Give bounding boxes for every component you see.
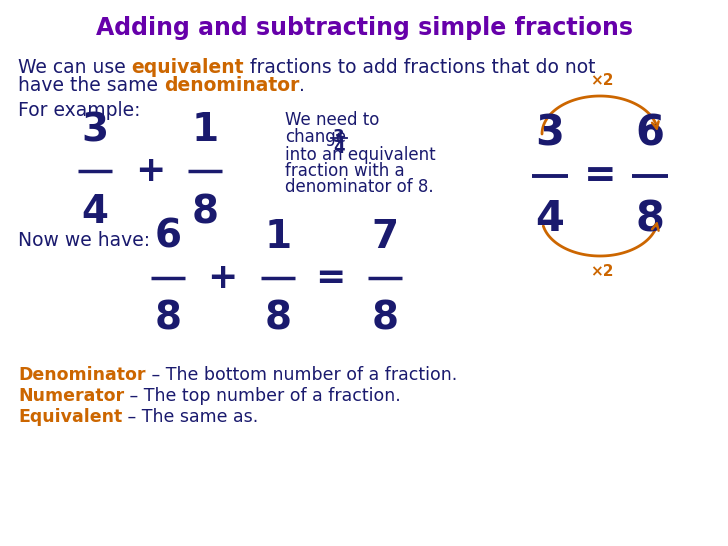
Text: 3: 3 xyxy=(536,112,564,154)
Text: =: = xyxy=(314,261,345,295)
Text: Numerator: Numerator xyxy=(18,387,124,405)
Text: We need to: We need to xyxy=(285,111,379,129)
Text: – The bottom number of a fraction.: – The bottom number of a fraction. xyxy=(146,366,456,384)
Text: Equivalent: Equivalent xyxy=(18,408,122,426)
Text: 6: 6 xyxy=(636,112,665,154)
Text: 1: 1 xyxy=(191,111,218,149)
Text: 4: 4 xyxy=(536,198,564,240)
Text: equivalent: equivalent xyxy=(132,58,245,77)
Text: 3: 3 xyxy=(82,111,108,149)
Text: +: + xyxy=(207,261,237,295)
Text: 8: 8 xyxy=(371,300,398,338)
Text: denominator of 8.: denominator of 8. xyxy=(285,178,434,196)
Text: 8: 8 xyxy=(154,300,181,338)
Text: 8: 8 xyxy=(264,300,291,338)
Text: 4: 4 xyxy=(333,139,345,157)
Text: denominator: denominator xyxy=(164,76,299,95)
Text: For example:: For example: xyxy=(18,101,141,120)
Text: 3: 3 xyxy=(333,128,345,146)
Text: 1: 1 xyxy=(264,218,291,256)
Text: fractions to add fractions that do not: fractions to add fractions that do not xyxy=(245,58,596,77)
Text: =: = xyxy=(584,157,617,195)
Text: Now we have:: Now we have: xyxy=(18,231,150,250)
Text: change: change xyxy=(285,128,346,146)
Text: ×2: ×2 xyxy=(590,73,614,88)
Text: have the same: have the same xyxy=(18,76,164,95)
Text: 7: 7 xyxy=(371,218,398,256)
Text: Adding and subtracting simple fractions: Adding and subtracting simple fractions xyxy=(95,16,633,40)
Text: 6: 6 xyxy=(154,218,181,256)
Text: +: + xyxy=(135,154,165,188)
Text: Denominator: Denominator xyxy=(18,366,146,384)
Text: fraction with a: fraction with a xyxy=(285,162,405,180)
Text: into an equivalent: into an equivalent xyxy=(285,146,435,164)
Text: – The same as.: – The same as. xyxy=(122,408,258,426)
Text: .: . xyxy=(299,76,305,95)
Text: We can use: We can use xyxy=(18,58,132,77)
Text: ×2: ×2 xyxy=(590,264,614,279)
Text: 8: 8 xyxy=(191,193,218,231)
Text: – The top number of a fraction.: – The top number of a fraction. xyxy=(124,387,401,405)
Text: 8: 8 xyxy=(636,198,665,240)
Text: 4: 4 xyxy=(82,193,108,231)
